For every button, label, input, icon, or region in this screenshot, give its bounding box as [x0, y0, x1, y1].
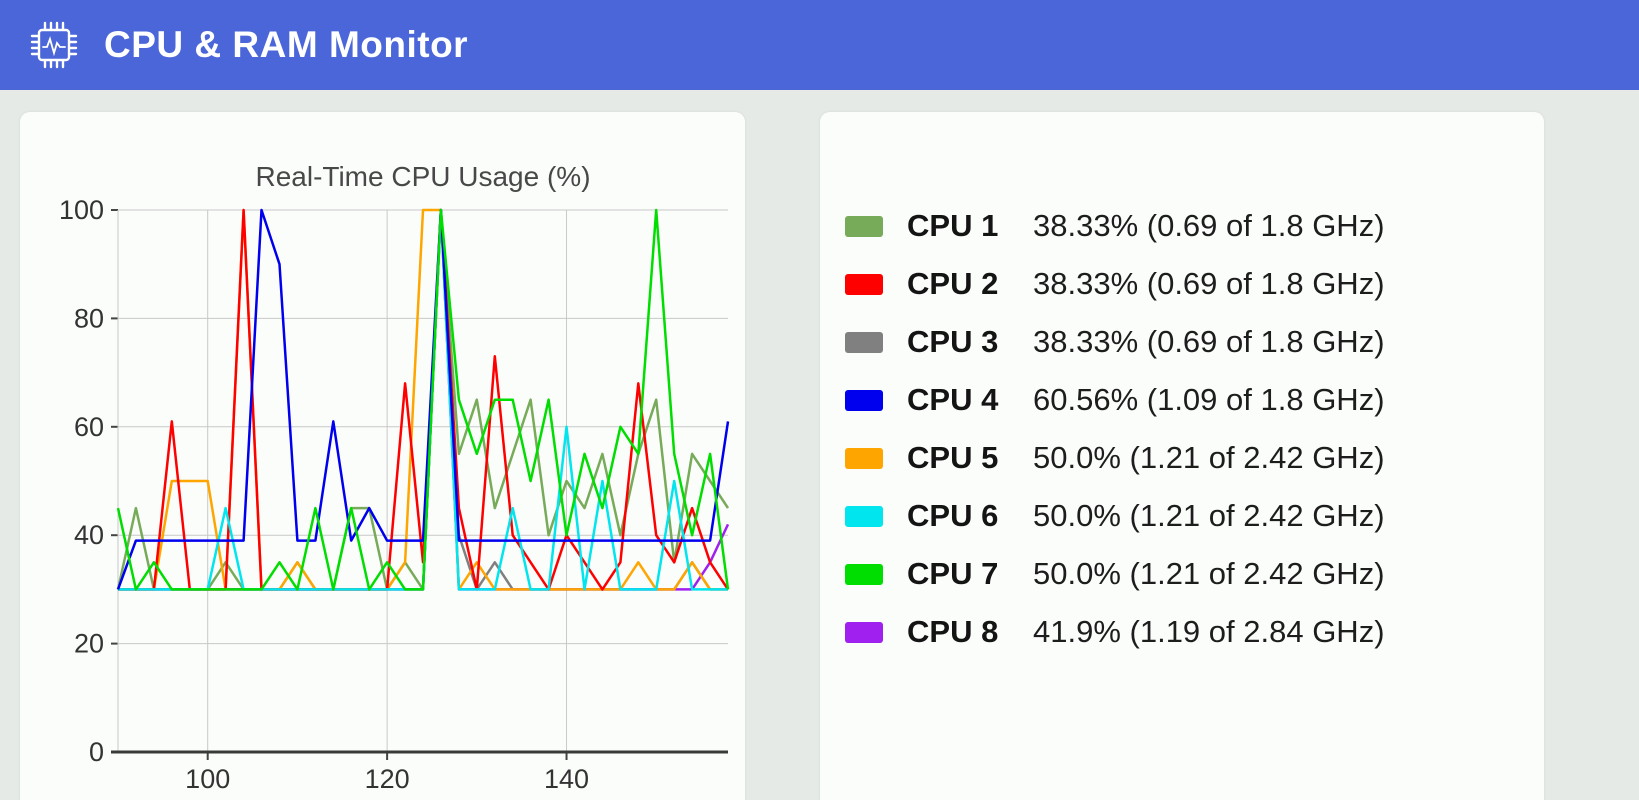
- cpu7-label: CPU 7: [907, 556, 999, 591]
- main-content: 0 20 40 60 80 100 100 120 140 Real-Time CPU Usage…: [0, 90, 1639, 800]
- cpu4-label: CPU 4: [907, 382, 999, 417]
- chip-icon: [30, 21, 78, 69]
- cpu6-label: CPU 6: [907, 498, 999, 533]
- legend-item-cpu5: CPU 5 50.0% (1.21 of 2.42 GHz): [845, 429, 1544, 487]
- cpu3-color-swatch: [845, 331, 883, 353]
- svg-text:80: 80: [74, 303, 104, 333]
- cpu1-label: CPU 1: [907, 208, 999, 243]
- svg-text:60: 60: [74, 412, 104, 442]
- cpu2-label: CPU 2: [907, 266, 999, 301]
- cpu5-color-swatch: [845, 447, 883, 469]
- cpu3-label: CPU 3: [907, 324, 999, 359]
- svg-text:120: 120: [365, 764, 410, 792]
- legend-item-cpu3: CPU 3 38.33% (0.69 of 1.8 GHz): [845, 313, 1544, 371]
- cpu6-value: 50.0% (1.21 of 2.42 GHz): [1033, 498, 1385, 533]
- cpu5-label: CPU 5: [907, 440, 999, 475]
- cpu4-color-swatch: [845, 389, 883, 411]
- svg-text:0: 0: [89, 737, 104, 767]
- cpu1-color-swatch: [845, 215, 883, 237]
- cpu3-value: 38.33% (0.69 of 1.8 GHz): [1033, 324, 1385, 359]
- cpu1-value: 38.33% (0.69 of 1.8 GHz): [1033, 208, 1385, 243]
- cpu8-color-swatch: [845, 621, 883, 643]
- cpu-legend-card: CPU 1 38.33% (0.69 of 1.8 GHz) CPU 2 38.…: [820, 112, 1544, 800]
- cpu-usage-chart: 0 20 40 60 80 100 100 120 140 Real-Time CPU Usage…: [59, 161, 730, 794]
- legend-item-cpu4: CPU 4 60.56% (1.09 of 1.8 GHz): [845, 371, 1544, 429]
- svg-text:100: 100: [185, 764, 230, 792]
- cpu2-value: 38.33% (0.69 of 1.8 GHz): [1033, 266, 1385, 301]
- cpu-chart-card: 0 20 40 60 80 100 100 120 140 Real-Time CPU Usage…: [20, 112, 745, 800]
- app-title: CPU & RAM Monitor: [104, 24, 469, 65]
- cpu4-value: 60.56% (1.09 of 1.8 GHz): [1033, 382, 1385, 417]
- svg-text:40: 40: [74, 520, 104, 550]
- cpu6-color-swatch: [845, 505, 883, 527]
- svg-text:Real-Time CPU Usage (%): Real-Time CPU Usage (%): [255, 161, 590, 192]
- legend-item-cpu1: CPU 1 38.33% (0.69 of 1.8 GHz): [845, 197, 1544, 255]
- cpu8-label: CPU 8: [907, 614, 999, 649]
- svg-text:20: 20: [74, 629, 104, 659]
- cpu7-value: 50.0% (1.21 of 2.42 GHz): [1033, 556, 1385, 591]
- legend-item-cpu6: CPU 6 50.0% (1.21 of 2.42 GHz): [845, 487, 1544, 545]
- cpu5-value: 50.0% (1.21 of 2.42 GHz): [1033, 440, 1385, 475]
- svg-text:100: 100: [59, 195, 104, 225]
- legend-item-cpu8: CPU 8 41.9% (1.19 of 2.84 GHz): [845, 603, 1544, 661]
- svg-text:140: 140: [544, 764, 589, 792]
- cpu2-color-swatch: [845, 273, 883, 295]
- legend-item-cpu2: CPU 2 38.33% (0.69 of 1.8 GHz): [845, 255, 1544, 313]
- cpu8-value: 41.9% (1.19 of 2.84 GHz): [1033, 614, 1385, 649]
- legend-item-cpu7: CPU 7 50.0% (1.21 of 2.42 GHz): [845, 545, 1544, 603]
- app-header: CPU & RAM Monitor: [0, 0, 1639, 90]
- cpu7-color-swatch: [845, 563, 883, 585]
